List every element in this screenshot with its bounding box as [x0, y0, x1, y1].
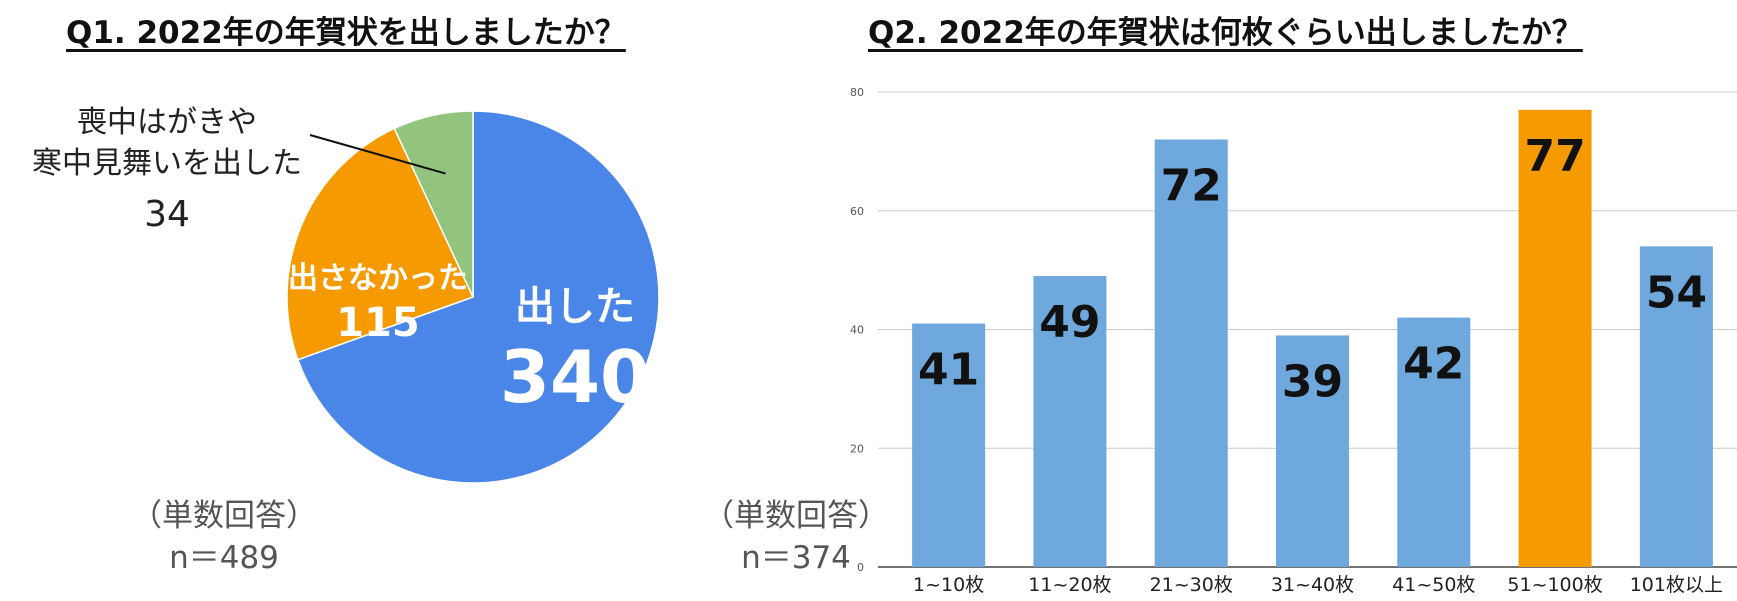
pie-slice-0-label: 出した [515, 284, 635, 330]
pie-slice-0-value: 340 [500, 335, 650, 419]
bar-3 [1276, 335, 1349, 567]
bar-chart: 0 20 40 60 80 41 1~10枚 49 11~20枚 72 21~30枚 39 31~40枚… [850, 86, 1737, 596]
y-tick-label-2: 40 [850, 324, 864, 337]
bar-value-label-3: 39 [1282, 356, 1343, 407]
q2-title: Q2. 2022年の年賀状は何枚ぐらい出しましたか？ [868, 15, 1583, 51]
q1-note: （単数回答） n＝489 [114, 495, 334, 579]
pie-slice-2-leader-line [309, 134, 446, 175]
bar-2 [1154, 139, 1228, 567]
bar-0 [912, 323, 986, 567]
bar-4 [1397, 317, 1471, 567]
pie-slice-1-value: 115 [336, 300, 420, 346]
y-tick-label-1: 20 [850, 442, 864, 455]
bar-value-label-1: 49 [1039, 297, 1100, 348]
q1-sample-size: n＝489 [169, 540, 279, 576]
bar-1 [1033, 276, 1107, 567]
bar-value-label-6: 54 [1646, 267, 1707, 318]
q1-title: Q1. 2022年の年賀状を出しましたか？ [66, 15, 626, 51]
pie-slice-2 [393, 110, 474, 298]
x-tick-label-4: 41~50枚 [1392, 574, 1475, 596]
x-tick-label-3: 31~40枚 [1271, 574, 1354, 596]
x-tick-label-5: 51~100枚 [1507, 574, 1602, 596]
pie-slice-2-value: 34 [144, 194, 190, 235]
pie-slice-1-label: 出さなかった [288, 261, 468, 296]
q2-answer-type: （単数回答） [703, 498, 889, 534]
bar-value-label-4: 42 [1403, 339, 1464, 390]
x-tick-label-2: 21~30枚 [1150, 574, 1233, 596]
x-tick-label-0: 1~10枚 [913, 574, 984, 596]
x-tick-label-6: 101枚以上 [1630, 574, 1723, 596]
bar-value-label-0: 41 [918, 345, 979, 396]
y-tick-label-4: 80 [850, 86, 864, 99]
bar-6 [1639, 246, 1713, 567]
q1-answer-type: （単数回答） [131, 498, 317, 534]
bar-5 [1518, 109, 1592, 567]
y-tick-label-0: 0 [857, 561, 864, 574]
bar-value-label-5: 77 [1524, 131, 1585, 182]
x-tick-label-1: 11~20枚 [1028, 574, 1111, 596]
pie-slice-2-label-line-1: 寒中見舞いを出した [32, 146, 302, 181]
q2-note: （単数回答） n＝374 [686, 495, 906, 579]
q2-sample-size: n＝374 [741, 540, 851, 576]
pie-slice-2-label-line-0: 喪中はがきや [77, 105, 257, 140]
y-tick-label-3: 60 [850, 205, 864, 218]
pie-slice-0 [296, 110, 660, 484]
bar-value-label-2: 72 [1161, 161, 1222, 212]
pie-slice-1 [286, 127, 475, 361]
